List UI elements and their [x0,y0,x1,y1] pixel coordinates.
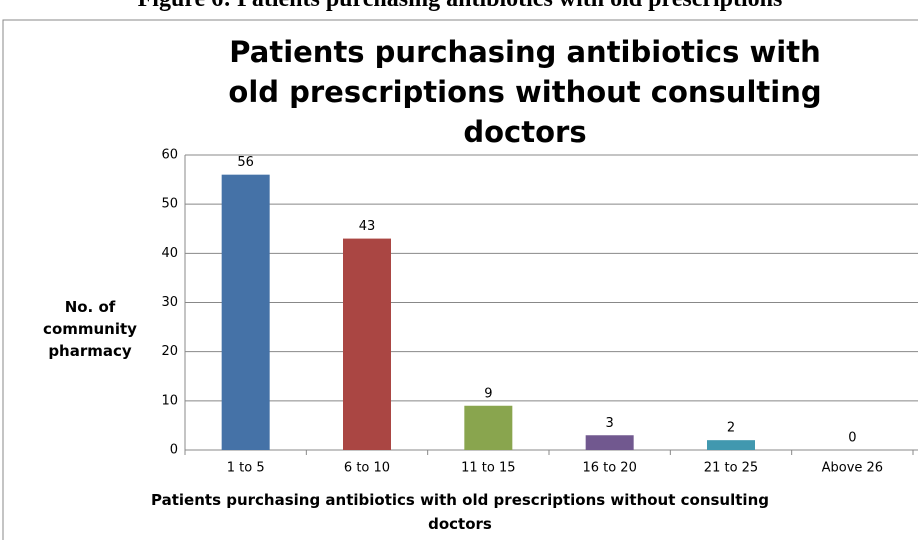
y-tick-label: 20 [161,344,178,359]
x-tick-label: 6 to 10 [344,461,390,476]
x-tick-label: Above 26 [822,461,883,476]
x-tick-label: 21 to 25 [704,461,758,476]
x-tick-label: 1 to 5 [227,461,265,476]
x-axis-label: Patients purchasing antibiotics with old… [151,491,769,533]
x-tick-label: 11 to 15 [461,461,515,476]
bar [585,435,634,450]
y-axis-label: No. of community pharmacy [43,298,137,360]
y-tick-label: 50 [161,197,178,212]
chart-frame [2,19,918,540]
bar [464,405,513,450]
caption: Figure 6: Patients purchasing antibiotic… [0,0,918,13]
data-label: 2 [727,421,735,436]
x-tick-label: 16 to 20 [582,461,636,476]
data-label: 9 [484,386,492,401]
y-tick-label: 30 [161,295,178,310]
bar [343,238,391,450]
bar [707,440,755,450]
y-tick-label: 40 [161,246,178,261]
data-label: 43 [359,219,376,234]
chart-title: Patients purchasing antibiotics with old… [228,35,822,149]
y-tick-label: 60 [161,148,178,163]
data-label: 3 [606,416,614,431]
bar [221,174,270,450]
y-tick-label: 10 [161,393,178,408]
y-tick-label: 0 [170,443,178,458]
data-label: 0 [848,431,856,446]
data-label: 56 [237,155,254,170]
